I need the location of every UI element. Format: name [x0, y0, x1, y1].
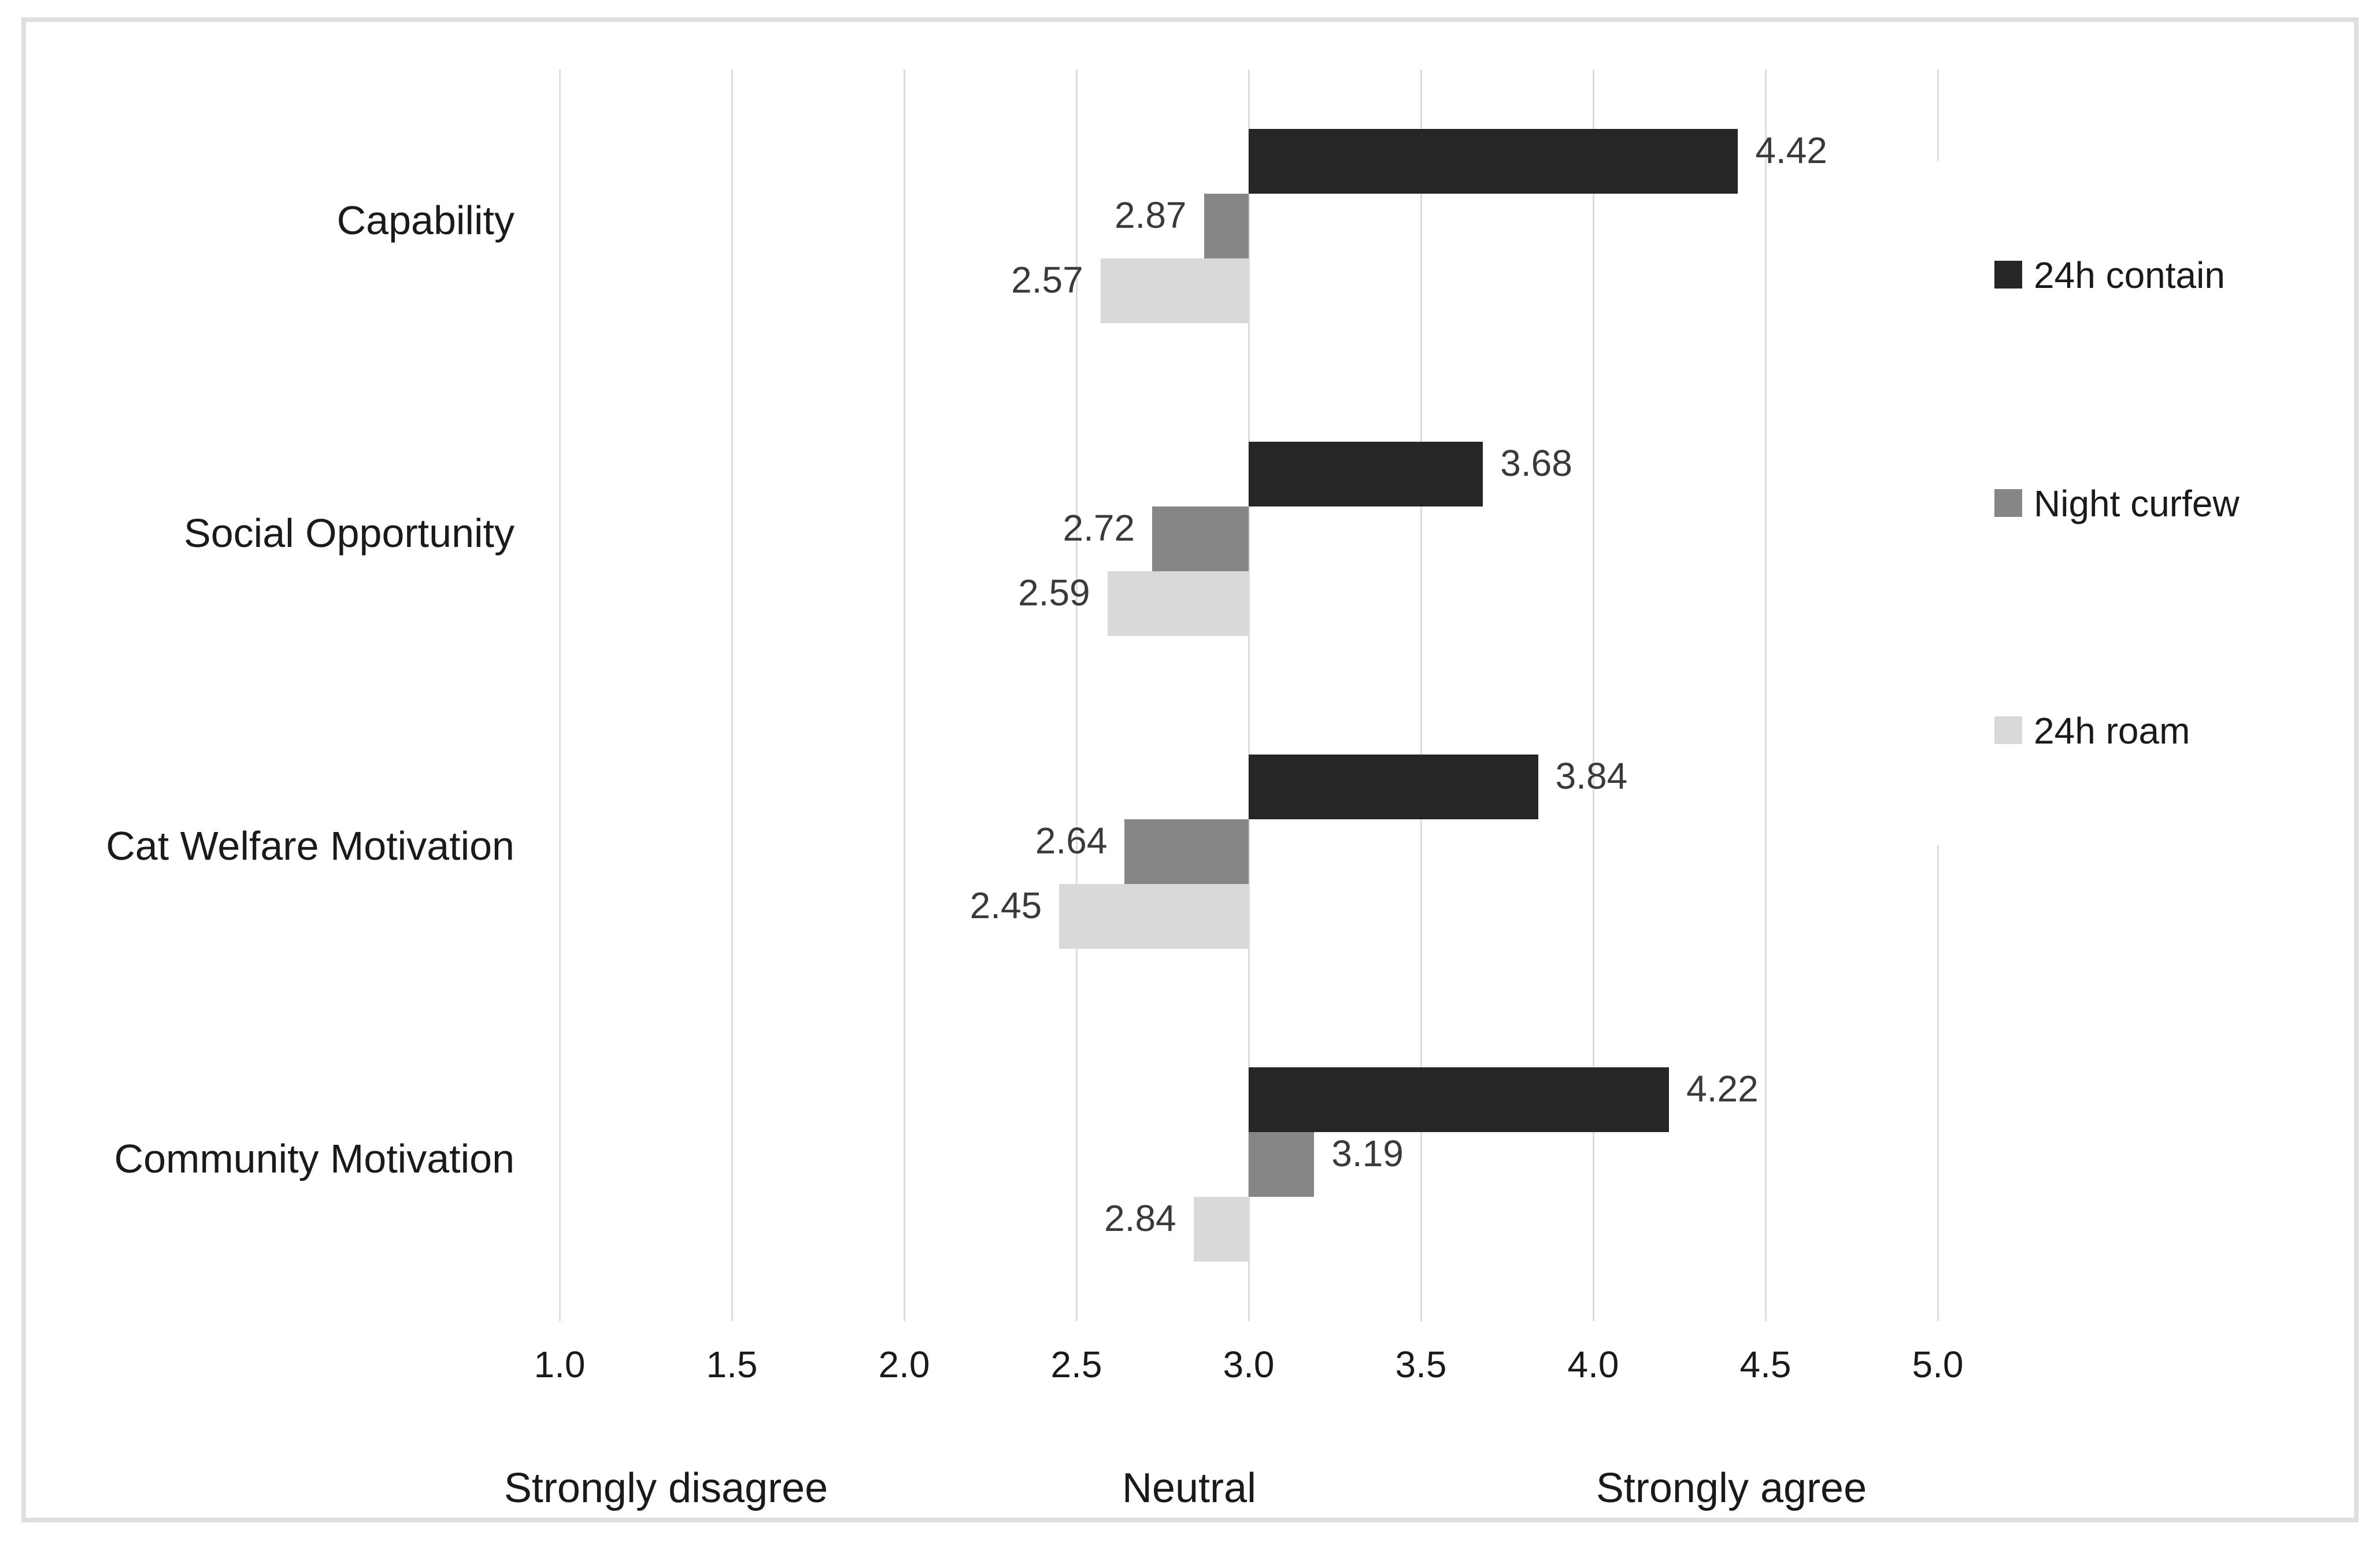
data-label-social-opportunity-24h-roam: 2.59 [1018, 571, 1090, 613]
data-label-cat-welfare-motivation-24h-roam: 2.45 [969, 885, 1042, 927]
gridline-4-0 [1592, 69, 1594, 1321]
x-tick-3-5: 3.5 [1395, 1344, 1447, 1385]
legend-swatch-24h-roam [1994, 716, 2022, 744]
category-label-community-motivation: Community Motivation [114, 1136, 515, 1182]
x-tick-2-5: 2.5 [1050, 1344, 1102, 1385]
x-caption-strongly-agree: Strongly agree [1596, 1465, 1867, 1511]
bar-cat-welfare-motivation-24h-contain [1249, 755, 1538, 820]
bar-capability-24h-roam [1100, 258, 1249, 323]
bar-community-motivation-24h-contain [1249, 1067, 1670, 1133]
data-label-cat-welfare-motivation-night-curfew: 2.64 [1035, 820, 1108, 862]
x-tick-1-5: 1.5 [706, 1344, 758, 1385]
data-label-community-motivation-night-curfew: 3.19 [1331, 1133, 1404, 1175]
bar-social-opportunity-24h-contain [1249, 441, 1483, 506]
bar-social-opportunity-24h-roam [1107, 571, 1249, 636]
data-label-capability-24h-contain: 4.42 [1755, 129, 1827, 171]
x-caption-neutral: Neutral [1121, 1465, 1257, 1511]
x-tick-5-0: 5.0 [1912, 1344, 1964, 1385]
legend-label-24h-roam: 24h roam [2034, 710, 2190, 752]
gridline-1-0 [558, 69, 561, 1321]
gridline-4-5 [1764, 69, 1767, 1321]
data-label-capability-24h-roam: 2.57 [1011, 258, 1083, 301]
x-tick-3-0: 3.0 [1223, 1344, 1275, 1385]
bar-capability-24h-contain [1249, 128, 1738, 194]
legend-swatch-24h-contain [1994, 261, 2022, 289]
data-label-social-opportunity-24h-contain: 3.68 [1500, 442, 1572, 484]
x-tick-2-0: 2.0 [878, 1344, 930, 1385]
bar-community-motivation-night-curfew [1249, 1132, 1315, 1197]
gridline-2-5 [1075, 69, 1078, 1321]
gridline-3-0 [1248, 69, 1250, 1321]
x-tick-4-0: 4.0 [1567, 1344, 1619, 1385]
bar-community-motivation-24h-roam [1193, 1197, 1249, 1262]
x-tick-1-0: 1.0 [534, 1344, 586, 1385]
data-label-community-motivation-24h-roam: 2.84 [1104, 1197, 1176, 1240]
category-label-capability: Capability [336, 197, 515, 243]
data-label-social-opportunity-night-curfew: 2.72 [1063, 506, 1135, 549]
x-tick-4-5: 4.5 [1739, 1344, 1792, 1385]
data-label-cat-welfare-motivation-24h-contain: 3.84 [1555, 755, 1628, 797]
bar-cat-welfare-motivation-night-curfew [1124, 819, 1249, 885]
category-label-cat-welfare-motivation: Cat Welfare Motivation [106, 823, 515, 869]
legend-label-24h-contain: 24h contain [2034, 254, 2225, 296]
data-label-community-motivation-24h-contain: 4.22 [1686, 1068, 1759, 1110]
gridline-1-5 [731, 69, 733, 1321]
legend-swatch-night-curfew [1994, 489, 2022, 517]
legend-label-night-curfew: Night curfew [2034, 483, 2240, 524]
category-label-social-opportunity: Social Opportunity [184, 510, 515, 556]
data-label-capability-night-curfew: 2.87 [1114, 194, 1187, 236]
gridline-3-5 [1420, 69, 1422, 1321]
gridline-2-0 [903, 69, 905, 1321]
bar-social-opportunity-night-curfew [1152, 506, 1249, 571]
bar-cat-welfare-motivation-24h-roam [1059, 884, 1249, 949]
x-caption-strongly-disagree: Strongly disagree [504, 1465, 828, 1511]
bar-capability-night-curfew [1204, 193, 1249, 258]
